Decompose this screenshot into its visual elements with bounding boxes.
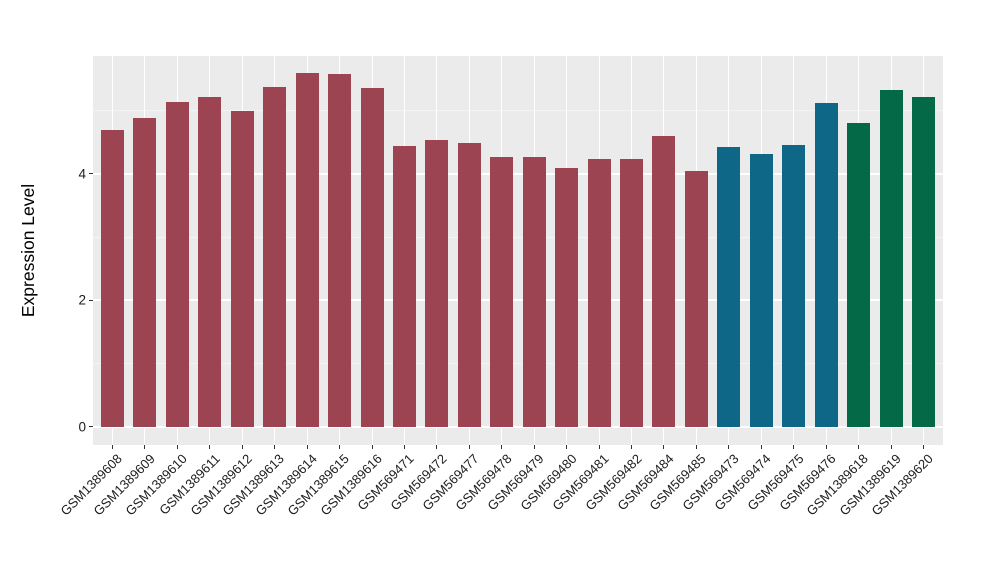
y-tick-label-4: 4 <box>78 166 86 182</box>
bar-GSM569479 <box>522 156 546 427</box>
minor-gridline-y3 <box>93 236 943 238</box>
bar-GSM1389618 <box>847 122 871 427</box>
bar-GSM569481 <box>587 159 611 427</box>
x-tick-mark-GSM1389615 <box>339 445 341 449</box>
y-axis-title-box: Expression Level <box>12 56 46 445</box>
x-tick-mark-GSM569479 <box>533 445 535 449</box>
x-tick-mark-GSM569473 <box>728 445 730 449</box>
bar-GSM1389612 <box>230 111 254 427</box>
bar-GSM1389616 <box>360 87 384 427</box>
bar-GSM1389619 <box>879 89 903 427</box>
y-tick-mark-0 <box>89 426 93 428</box>
y-tick-label-0: 0 <box>78 419 86 435</box>
bar-GSM1389608 <box>100 130 124 427</box>
bar-GSM569480 <box>555 167 579 427</box>
x-tick-mark-GSM569471 <box>403 445 405 449</box>
bar-GSM569477 <box>457 142 481 427</box>
bar-GSM1389610 <box>165 101 189 427</box>
x-tick-mark-GSM569476 <box>825 445 827 449</box>
y-tick-label-2: 2 <box>78 292 86 308</box>
x-tick-mark-GSM569480 <box>566 445 568 449</box>
x-tick-mark-GSM1389613 <box>274 445 276 449</box>
x-tick-mark-GSM569482 <box>631 445 633 449</box>
bar-GSM1389613 <box>263 86 287 427</box>
bar-GSM569474 <box>749 153 773 427</box>
bar-GSM569471 <box>392 146 416 427</box>
x-tick-mark-GSM569475 <box>793 445 795 449</box>
major-gridline-y2 <box>93 299 943 302</box>
plot-panel <box>93 56 943 445</box>
major-gridline-y0 <box>93 425 943 428</box>
bar-GSM1389609 <box>133 117 157 427</box>
bar-GSM569476 <box>814 103 838 427</box>
minor-gridline-y5 <box>93 110 943 112</box>
x-tick-mark-GSM569478 <box>501 445 503 449</box>
bar-GSM1389620 <box>912 96 936 427</box>
bar-GSM569485 <box>684 171 708 427</box>
x-tick-mark-GSM1389620 <box>923 445 925 449</box>
x-tick-mark-GSM1389610 <box>176 445 178 449</box>
x-tick-mark-GSM1389619 <box>890 445 892 449</box>
bar-GSM569475 <box>782 144 806 427</box>
major-gridline-y4 <box>93 172 943 175</box>
x-tick-mark-GSM569477 <box>468 445 470 449</box>
bar-GSM1389615 <box>328 74 352 427</box>
x-tick-mark-GSM1389614 <box>306 445 308 449</box>
x-tick-mark-GSM1389609 <box>144 445 146 449</box>
x-tick-mark-GSM1389608 <box>111 445 113 449</box>
minor-gridline-y1 <box>93 363 943 365</box>
x-tick-mark-GSM1389616 <box>371 445 373 449</box>
x-tick-mark-GSM1389612 <box>241 445 243 449</box>
x-tick-mark-GSM569481 <box>598 445 600 449</box>
bar-GSM1389614 <box>295 73 319 427</box>
x-tick-mark-GSM1389618 <box>858 445 860 449</box>
y-tick-mark-4 <box>89 173 93 175</box>
x-tick-mark-GSM569474 <box>760 445 762 449</box>
bar-GSM569472 <box>425 139 449 427</box>
x-tick-mark-GSM569485 <box>695 445 697 449</box>
x-tick-mark-GSM569484 <box>663 445 665 449</box>
bar-GSM569478 <box>490 156 514 427</box>
bar-GSM569484 <box>652 136 676 427</box>
bar-GSM1389611 <box>198 97 222 427</box>
bar-GSM569473 <box>717 146 741 427</box>
bar-GSM569482 <box>620 159 644 427</box>
y-axis-title: Expression Level <box>18 183 39 318</box>
x-tick-mark-GSM1389611 <box>209 445 211 449</box>
x-tick-mark-GSM569472 <box>436 445 438 449</box>
y-tick-mark-2 <box>89 299 93 301</box>
